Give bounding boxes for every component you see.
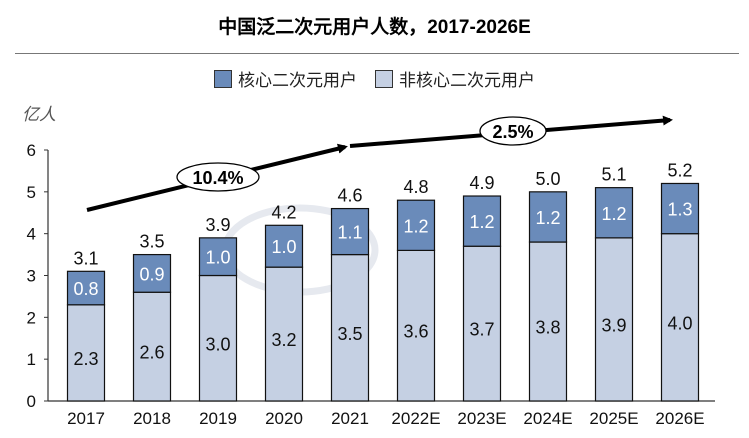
y-tick-label: 2 bbox=[27, 308, 36, 327]
label-core: 0.8 bbox=[73, 279, 98, 299]
label-noncore: 3.9 bbox=[601, 315, 626, 335]
x-tick-label: 2017 bbox=[67, 409, 105, 428]
label-core: 1.2 bbox=[469, 212, 494, 232]
bar-core bbox=[396, 199, 436, 251]
bar-core bbox=[660, 182, 700, 235]
cagr-label-1: 10.4% bbox=[192, 168, 243, 188]
label-noncore: 4.0 bbox=[667, 313, 692, 333]
bar-core bbox=[462, 195, 502, 247]
legend: 核心二次元用户 非核心二次元用户 bbox=[0, 66, 749, 91]
bar-noncore bbox=[396, 249, 436, 402]
label-total: 4.9 bbox=[469, 173, 494, 193]
chart-title: 中国泛二次元用户人数，2017-2026E bbox=[218, 17, 531, 38]
label-core: 1.2 bbox=[601, 204, 626, 224]
cagr-label-2: 2.5% bbox=[492, 122, 533, 142]
label-core: 1.1 bbox=[337, 223, 362, 243]
bar-noncore bbox=[330, 253, 370, 402]
label-total: 4.6 bbox=[337, 186, 362, 206]
label-total: 3.1 bbox=[73, 248, 98, 268]
label-total: 4.8 bbox=[403, 177, 428, 197]
legend-label-noncore: 非核心二次元用户 bbox=[399, 71, 535, 90]
y-tick-label: 6 bbox=[27, 141, 36, 160]
label-total: 5.1 bbox=[601, 165, 626, 185]
label-noncore: 3.6 bbox=[403, 322, 428, 342]
label-total: 3.5 bbox=[139, 232, 164, 252]
bar-core bbox=[198, 237, 238, 277]
label-noncore: 3.8 bbox=[535, 318, 560, 338]
bar-core bbox=[66, 270, 106, 306]
y-tick-label: 5 bbox=[27, 183, 36, 202]
label-noncore: 3.5 bbox=[337, 324, 362, 344]
label-noncore: 2.6 bbox=[139, 343, 164, 363]
cagr-bubble-2 bbox=[479, 116, 547, 146]
label-core: 1.2 bbox=[403, 216, 428, 236]
bar-noncore bbox=[66, 304, 106, 402]
y-tick-label: 0 bbox=[27, 392, 36, 411]
bar-noncore bbox=[528, 241, 568, 402]
label-noncore: 3.7 bbox=[469, 320, 494, 340]
label-core: 1.2 bbox=[535, 208, 560, 228]
x-tick-label: 2021 bbox=[331, 409, 369, 428]
bar-core bbox=[594, 187, 634, 239]
x-tick-label: 2020 bbox=[265, 409, 303, 428]
x-tick-label: 2019 bbox=[199, 409, 237, 428]
x-tick-label: 2018 bbox=[133, 409, 171, 428]
x-tick-label: 2024E bbox=[523, 409, 572, 428]
y-tick-label: 3 bbox=[27, 267, 36, 286]
label-total: 5.0 bbox=[535, 169, 560, 189]
x-tick-label: 2026E bbox=[655, 409, 704, 428]
bar-noncore bbox=[660, 233, 700, 402]
legend-label-core: 核心二次元用户 bbox=[238, 71, 357, 90]
label-core: 1.0 bbox=[271, 237, 296, 257]
legend-swatch-core bbox=[214, 69, 232, 88]
y-tick-label: 4 bbox=[27, 225, 36, 244]
legend-item-core: 核心二次元用户 bbox=[214, 66, 357, 91]
label-core: 0.9 bbox=[139, 264, 164, 284]
y-tick-label: 1 bbox=[27, 350, 36, 369]
legend-swatch-noncore bbox=[375, 69, 393, 88]
bar-core bbox=[330, 207, 370, 256]
label-total: 3.9 bbox=[205, 215, 230, 235]
label-core: 1.0 bbox=[205, 248, 230, 268]
bar-noncore bbox=[264, 266, 304, 402]
bar-core bbox=[528, 191, 568, 243]
x-tick-label: 2022E bbox=[391, 409, 440, 428]
label-total: 5.2 bbox=[667, 160, 692, 180]
bar-noncore bbox=[462, 245, 502, 402]
label-noncore: 3.0 bbox=[205, 334, 230, 354]
label-noncore: 2.3 bbox=[73, 349, 98, 369]
y-axis-unit: 亿人 bbox=[22, 105, 56, 124]
title-divider bbox=[15, 53, 739, 54]
bar-noncore bbox=[132, 291, 172, 402]
legend-item-noncore: 非核心二次元用户 bbox=[375, 66, 535, 91]
x-tick-label: 2023E bbox=[457, 409, 506, 428]
bar-noncore bbox=[594, 237, 634, 402]
cagr-bubble-1 bbox=[176, 162, 260, 192]
bar-core bbox=[264, 224, 304, 268]
label-core: 1.3 bbox=[667, 200, 692, 220]
label-noncore: 3.2 bbox=[271, 330, 296, 350]
bar-core bbox=[132, 253, 172, 293]
label-total: 4.2 bbox=[271, 202, 296, 222]
x-tick-label: 2025E bbox=[589, 409, 638, 428]
